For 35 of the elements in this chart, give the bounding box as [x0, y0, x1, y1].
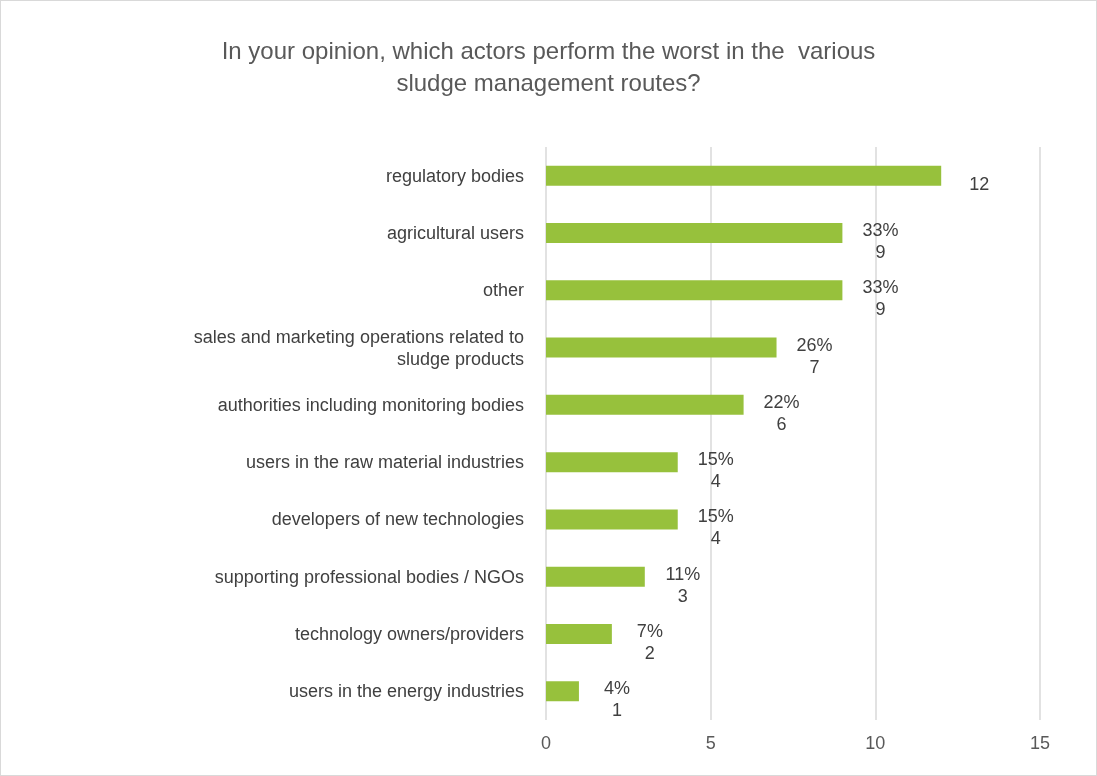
y-tick-label: authorities including monitoring bodies [217, 394, 524, 415]
x-tick-label: 5 [705, 733, 716, 753]
data-label: 4% 1 [603, 678, 630, 721]
bar [546, 394, 744, 415]
y-tick-label: supporting professional bodies / NGOs [214, 566, 524, 587]
data-label: 33% 9 [862, 277, 899, 320]
y-tick-label: sales and marketing operations related to sludge products [193, 326, 524, 369]
data-label: 11% 3 [665, 563, 701, 606]
data-label: 26% 7 [796, 334, 833, 377]
y-tick-label: developers of new technologies [271, 509, 524, 530]
bar [546, 452, 678, 473]
data-label: 33% 9 [862, 219, 899, 262]
data-label: 22% 6 [763, 391, 800, 434]
data-label: 15% 4 [697, 449, 734, 492]
bar [546, 624, 612, 645]
bar [546, 566, 645, 587]
data-label: 7% 2 [636, 621, 663, 664]
x-tick-label: 10 [865, 733, 886, 753]
bar [546, 165, 942, 186]
y-tick-label: users in the raw material industries [245, 452, 524, 473]
data-label: 15% 4 [697, 506, 734, 549]
x-tick-label: 15 [1029, 733, 1051, 753]
chart-title: In your opinion, which actors perform the worst in the various sludge management routes? [221, 36, 876, 96]
bar [546, 337, 777, 358]
bar [546, 280, 843, 301]
y-tick-label: users in the energy industries [288, 681, 524, 702]
bar [546, 681, 579, 702]
bar [546, 509, 678, 530]
x-tick-label: 0 [540, 733, 552, 753]
y-tick-label: agricultural users [386, 222, 524, 243]
y-tick-label: regulatory bodies [385, 165, 524, 186]
y-tick-label: other [482, 280, 524, 301]
data-label: 12 [969, 173, 990, 194]
y-tick-label: technology owners/providers [294, 624, 524, 645]
bar [546, 222, 843, 243]
